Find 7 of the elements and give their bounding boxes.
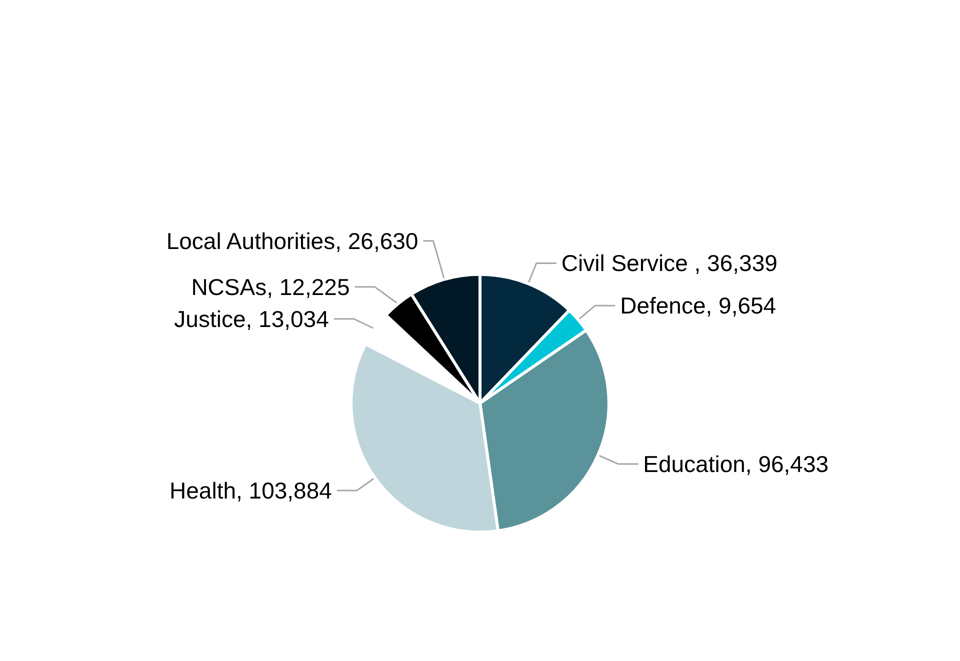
- slice-label: Civil Service , 36,339: [561, 250, 778, 276]
- slice-label: Local Authorities, 26,630: [166, 228, 418, 254]
- slice-label: Justice, 13,034: [174, 306, 330, 332]
- slice-label: Health, 103,884: [170, 478, 332, 504]
- slice-label: Education, 96,433: [643, 450, 829, 477]
- slice-label: Defence, 9,654: [620, 292, 776, 319]
- slice-label: NCSAs, 12,225: [191, 274, 350, 300]
